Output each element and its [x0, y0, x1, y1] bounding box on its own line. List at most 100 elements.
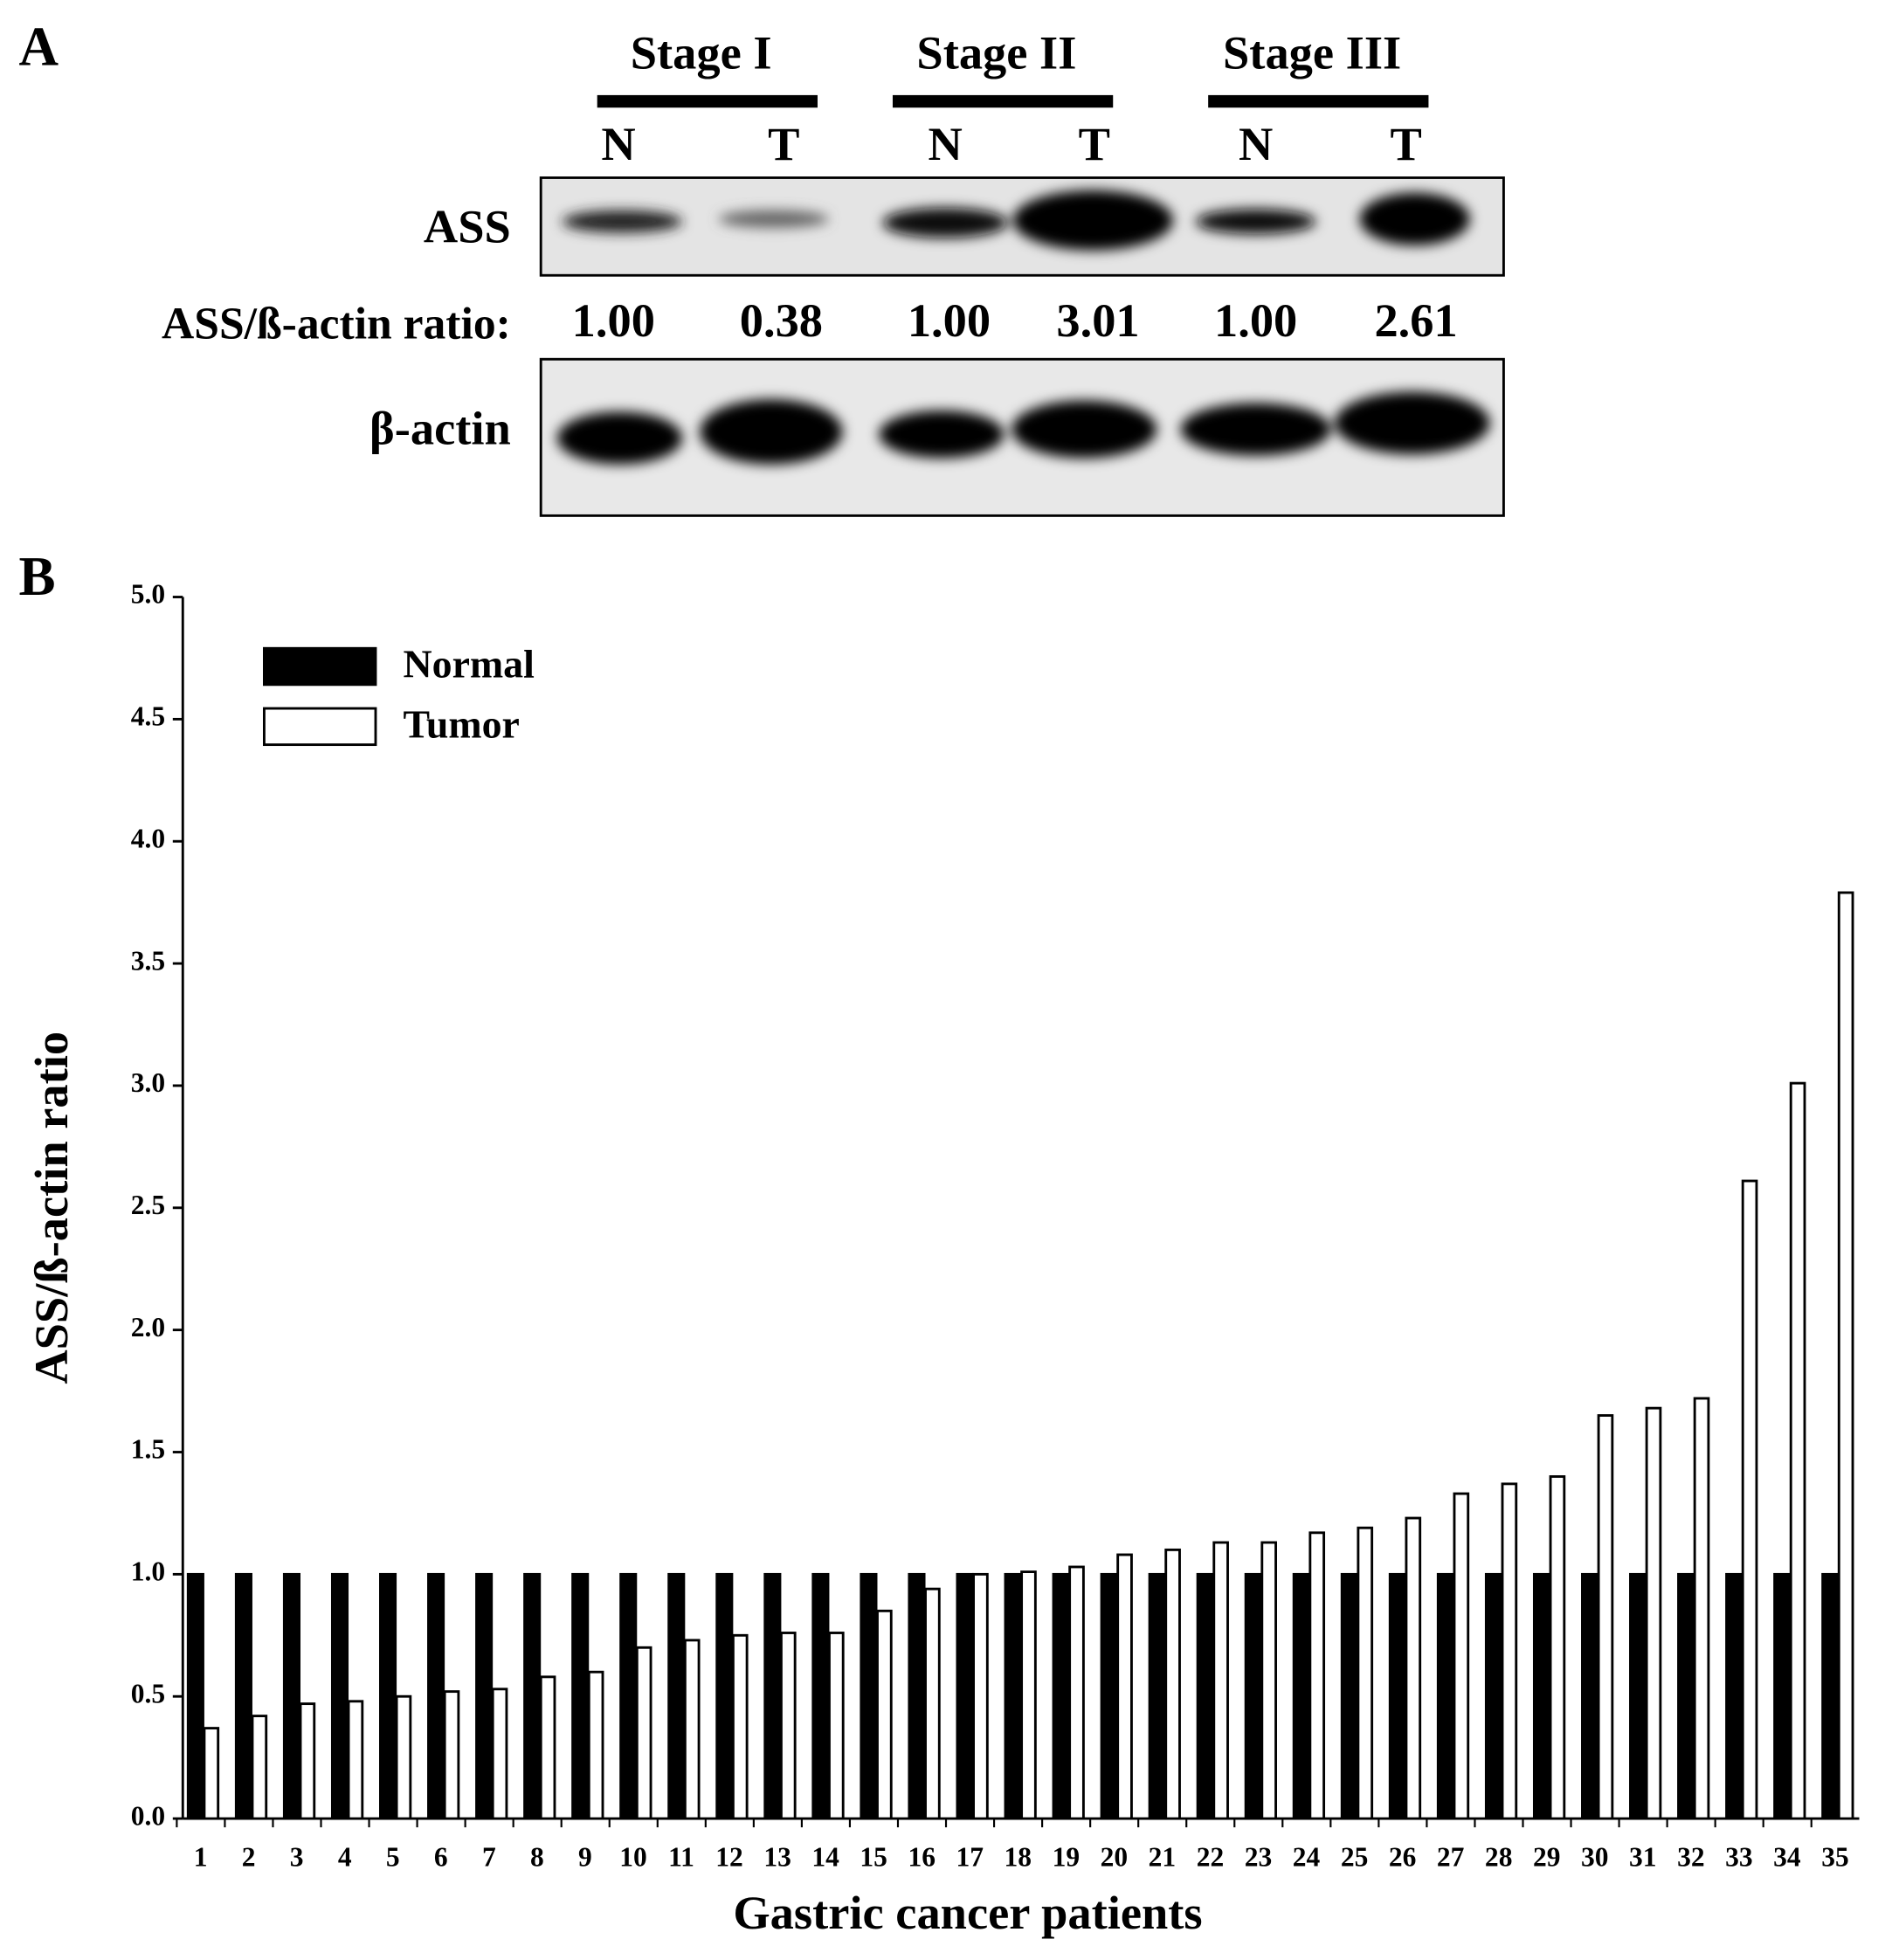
ratio-label: ASS/ß-actin ratio: — [162, 299, 511, 349]
bar — [1629, 1572, 1647, 1820]
ass-blot — [539, 176, 1505, 277]
ratio-value: 2.61 — [1374, 293, 1457, 347]
x-tick-label: 31 — [1629, 1842, 1657, 1873]
panel-label: B — [19, 546, 56, 607]
bar — [1100, 1572, 1118, 1820]
legend-label: Tumor — [404, 702, 520, 747]
legend-swatch — [263, 707, 377, 747]
blot-band — [1012, 190, 1174, 251]
bar — [667, 1572, 686, 1820]
bar — [443, 1690, 460, 1820]
bar — [1388, 1572, 1406, 1820]
bar — [731, 1633, 749, 1820]
x-tick-label: 23 — [1245, 1842, 1273, 1873]
bar — [1308, 1531, 1326, 1820]
x-tick-label: 10 — [619, 1842, 647, 1873]
y-tick-label: 5.0 — [131, 579, 165, 610]
bar — [1501, 1482, 1518, 1820]
bar — [1068, 1565, 1085, 1820]
lane-label: N — [1239, 117, 1273, 170]
bar — [1581, 1572, 1599, 1820]
x-tick-label: 19 — [1053, 1842, 1081, 1873]
blot-band — [1334, 391, 1490, 455]
bar — [203, 1727, 220, 1820]
y-tick-label: 0.0 — [131, 1800, 165, 1831]
x-tick-label: 8 — [530, 1842, 544, 1873]
bar — [1773, 1572, 1792, 1820]
bar — [1004, 1572, 1022, 1820]
blot-band — [700, 399, 843, 465]
x-tick-label: 14 — [811, 1842, 839, 1873]
bar — [876, 1609, 893, 1820]
stage-bar — [892, 94, 1114, 108]
bar — [1725, 1572, 1743, 1820]
bar — [1436, 1572, 1454, 1820]
bar — [395, 1694, 412, 1820]
bar — [330, 1572, 349, 1820]
bar — [924, 1587, 941, 1820]
x-tick-label: 27 — [1437, 1842, 1465, 1873]
bar — [715, 1572, 734, 1820]
x-tick-label: 6 — [434, 1842, 448, 1873]
bar — [523, 1572, 542, 1820]
y-tick-label: 0.5 — [131, 1678, 165, 1708]
bar — [763, 1572, 782, 1820]
bar — [1052, 1572, 1070, 1820]
actin-blot — [539, 357, 1505, 517]
x-tick-label: 7 — [482, 1842, 496, 1873]
bar — [1020, 1570, 1037, 1820]
bar — [1741, 1179, 1758, 1820]
x-tick-label: 15 — [860, 1842, 887, 1873]
blot-band — [1195, 209, 1316, 234]
x-tick-label: 26 — [1389, 1842, 1417, 1873]
x-tick-label: 32 — [1677, 1842, 1705, 1873]
x-tick-label: 2 — [242, 1842, 256, 1873]
y-tick-label: 3.5 — [131, 945, 165, 976]
stage-label: Stage III — [1223, 25, 1401, 79]
legend-swatch — [263, 646, 377, 687]
panel-label: A — [19, 17, 59, 78]
lane-label: T — [1079, 117, 1110, 170]
bar — [475, 1572, 494, 1820]
x-tick-label: 4 — [338, 1842, 352, 1873]
bar — [186, 1572, 204, 1820]
bar — [1484, 1572, 1502, 1820]
x-tick-label: 3 — [290, 1842, 304, 1873]
x-tick-label: 20 — [1101, 1842, 1129, 1873]
y-axis-title: ASS/ß-actin ratio — [24, 1032, 78, 1384]
bar — [282, 1572, 301, 1820]
y-tick-label: 4.5 — [131, 701, 165, 732]
bar — [860, 1572, 878, 1820]
lane-label: T — [768, 117, 799, 170]
bar — [1292, 1572, 1310, 1820]
bar — [1789, 1081, 1806, 1820]
ratio-value: 1.00 — [1214, 293, 1297, 347]
legend-label: Normal — [404, 642, 535, 687]
blot-band — [562, 210, 683, 233]
x-tick-label: 16 — [908, 1842, 936, 1873]
x-tick-label: 35 — [1821, 1842, 1849, 1873]
bar — [1148, 1572, 1166, 1820]
blot-band — [882, 207, 1008, 238]
row-label: ASS — [424, 200, 511, 253]
stage-label: Stage II — [916, 25, 1076, 79]
ratio-value: 3.01 — [1056, 293, 1139, 347]
bar — [1405, 1516, 1422, 1820]
ratio-value: 1.00 — [572, 293, 655, 347]
ratio-value: 0.38 — [740, 293, 823, 347]
bar — [683, 1639, 701, 1820]
x-axis-title: Gastric cancer patients — [733, 1886, 1202, 1939]
row-label: β-actin — [369, 401, 511, 454]
blot-band — [556, 411, 683, 465]
lane-label: N — [601, 117, 635, 170]
x-tick-label: 18 — [1005, 1842, 1032, 1873]
y-tick-label: 2.5 — [131, 1190, 165, 1220]
bar — [1645, 1406, 1662, 1820]
bar — [1244, 1572, 1262, 1820]
bar — [571, 1572, 590, 1820]
stage-label: Stage I — [631, 25, 772, 79]
x-tick-label: 28 — [1485, 1842, 1513, 1873]
bar — [1597, 1414, 1614, 1820]
x-tick-label: 30 — [1581, 1842, 1609, 1873]
